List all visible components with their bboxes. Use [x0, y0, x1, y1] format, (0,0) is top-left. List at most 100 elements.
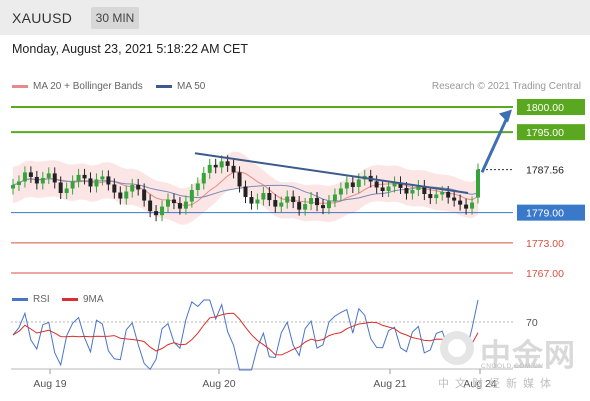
candle-body — [279, 202, 284, 207]
candle-body — [261, 193, 266, 200]
candle-body — [452, 197, 457, 201]
rsi-label: RSI — [33, 294, 50, 305]
candle-body — [171, 199, 176, 204]
watermark-cn: 中金网 — [480, 338, 576, 374]
candle-body — [344, 182, 349, 189]
legend-ma20: MA 20 + Bollinger Bands — [12, 81, 143, 92]
x-tick-label-Aug-19: Aug 19 — [33, 378, 66, 390]
9ma-label: 9MA — [83, 294, 104, 305]
candle-body — [177, 203, 182, 209]
current-price-tag — [517, 161, 585, 178]
candle-body — [195, 183, 200, 190]
candle-body — [219, 161, 224, 168]
candle-body — [88, 178, 93, 187]
candle-body — [136, 184, 141, 190]
level-label-1767.00: 1767.00 — [526, 268, 564, 280]
candle-body — [64, 188, 69, 194]
legend-rsi: RSI — [12, 294, 50, 305]
candle-body — [291, 196, 296, 203]
candle-body — [160, 206, 165, 216]
legend-ma50: MA 50 — [156, 81, 205, 92]
candle-body — [82, 174, 87, 179]
symbol-label: XAUUSD — [12, 10, 73, 26]
ma50-label: MA 50 — [177, 81, 206, 92]
rsi-line — [12, 299, 479, 371]
candle-body — [189, 190, 194, 202]
level-label-1773.00: 1773.00 — [526, 238, 564, 250]
candle-body — [201, 172, 206, 184]
candle-body — [225, 161, 230, 166]
candle-body — [94, 179, 99, 187]
candle-body — [422, 185, 427, 195]
candle-body — [356, 179, 361, 187]
watermark-sub: 中文财经新媒体 — [438, 377, 557, 390]
candle-body — [148, 200, 153, 212]
watermark-en: CNGOLD.COM.CN — [481, 363, 544, 370]
candle-body — [22, 172, 27, 182]
x-tick-label-Aug-24: Aug 24 — [463, 378, 496, 390]
candle-body — [154, 211, 159, 216]
current-price-label: 1787.56 — [526, 165, 564, 177]
rsi-9ma-line — [12, 312, 479, 356]
candle-body — [309, 198, 314, 205]
ma20-label: MA 20 + Bollinger Bands — [33, 81, 143, 92]
candle-body — [434, 194, 439, 199]
candle-body — [428, 194, 433, 199]
candle-body — [464, 204, 469, 209]
candle-body — [267, 193, 272, 201]
candle-body — [321, 205, 325, 209]
candle-body — [16, 181, 21, 185]
candle-body — [273, 200, 278, 207]
candle-body — [416, 185, 421, 190]
candle-body — [183, 201, 188, 209]
candle-body — [470, 202, 475, 209]
9ma-swatch — [62, 297, 78, 301]
candle-body — [124, 191, 129, 199]
rsi-swatch — [12, 297, 28, 301]
candle-body — [315, 198, 320, 206]
x-tick-label-Aug-20: Aug 20 — [202, 378, 235, 390]
candle-body — [326, 201, 331, 209]
timeframe-button[interactable]: 30 MIN — [91, 7, 139, 29]
candle-body — [410, 190, 415, 194]
legend-9ma: 9MA — [62, 294, 104, 305]
candle-body — [285, 196, 290, 203]
level-tag-1779.00 — [517, 204, 585, 221]
candle-body — [332, 194, 337, 202]
rsi-70-label: 70 — [526, 317, 538, 329]
candle-body — [46, 173, 51, 178]
copyright: Research © 2021 Trading Central — [431, 81, 581, 92]
x-tick-label-Aug-21: Aug 21 — [373, 378, 406, 390]
ma50-swatch — [156, 84, 172, 88]
candle-body — [52, 173, 57, 183]
candle-body — [130, 184, 135, 192]
datetime-label: Monday, August 23, 2021 5:18:22 AM CET — [12, 42, 249, 56]
candle-body — [249, 197, 254, 204]
candle-body — [303, 204, 308, 210]
candle-body — [70, 181, 75, 189]
candle-body — [392, 182, 397, 187]
candle-body — [243, 186, 248, 198]
header-bar: XAUUSD 30 MIN — [0, 0, 590, 35]
candle-body — [34, 176, 39, 184]
candle-body — [58, 182, 63, 194]
forecast-arrow-shaft — [480, 114, 510, 174]
candle-body — [350, 182, 355, 187]
level-label-1800.00: 1800.00 — [526, 102, 564, 114]
trendline — [194, 152, 469, 195]
candle-body — [237, 172, 242, 187]
candle-body — [458, 200, 463, 205]
candle-body — [380, 187, 385, 192]
candle-body — [476, 169, 480, 198]
candle-body — [100, 176, 105, 180]
forecast-arrow-head — [499, 109, 512, 123]
level-label-1779.00: 1779.00 — [526, 208, 564, 220]
candle-body — [440, 192, 445, 195]
candle-body — [446, 192, 451, 198]
candle-body — [166, 199, 170, 207]
candle-body — [386, 186, 391, 192]
candle-body — [255, 199, 260, 204]
candle-body — [142, 189, 147, 201]
level-label-1795.00: 1795.00 — [526, 127, 564, 139]
